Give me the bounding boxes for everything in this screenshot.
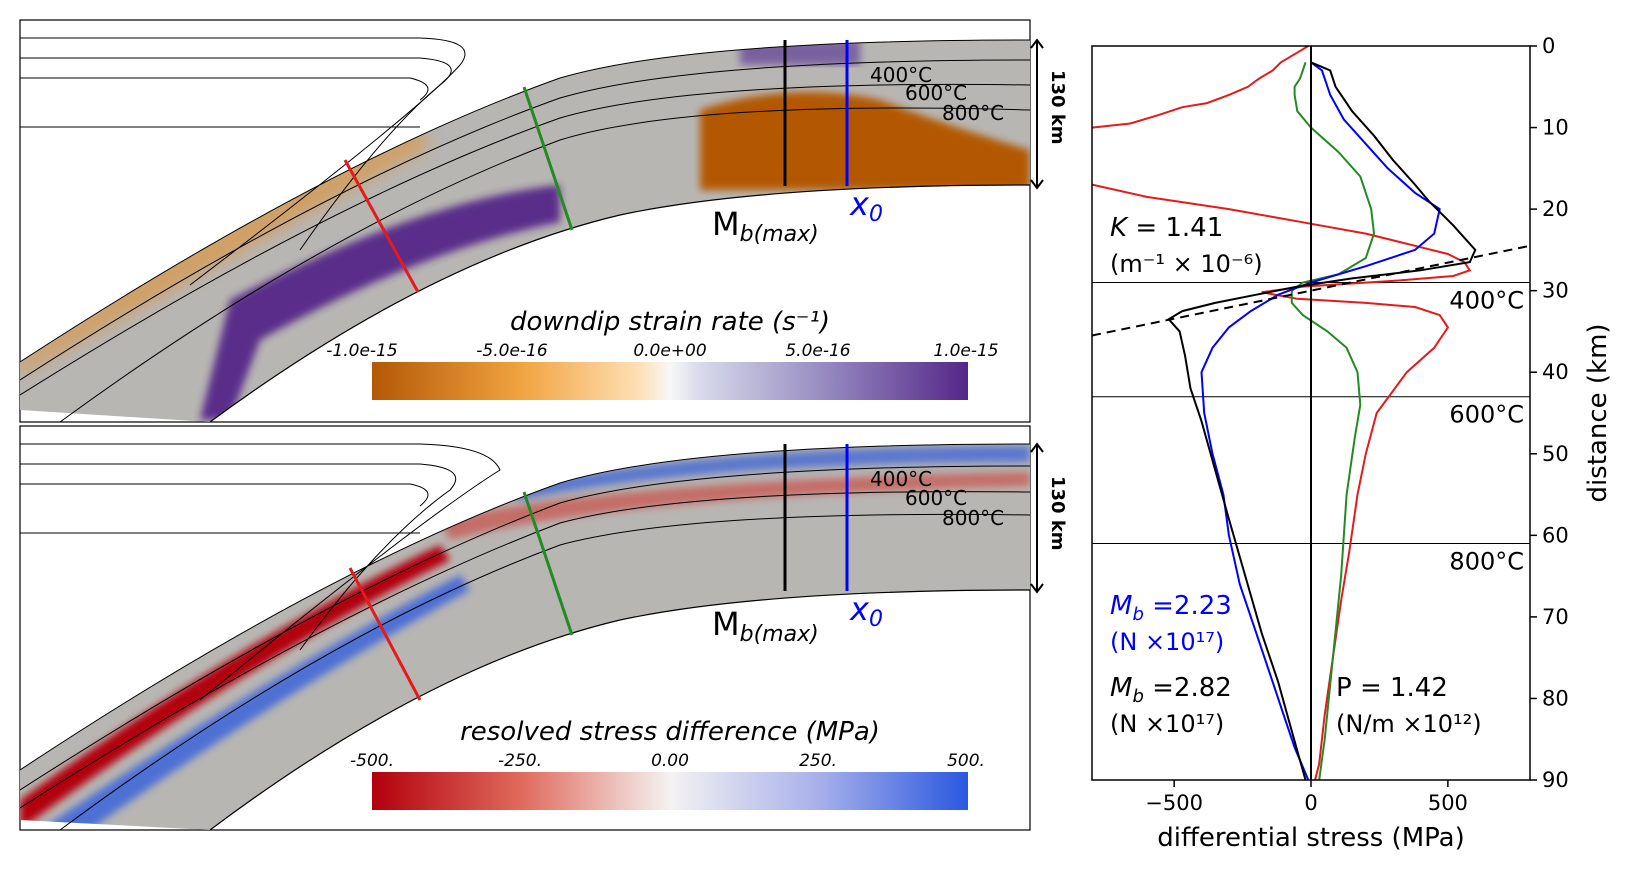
series-line-2 xyxy=(1290,61,1376,781)
x-tick-label-0: −500 xyxy=(1145,791,1203,815)
y-tick-label-0: 0 xyxy=(1542,34,1555,58)
x0-label: x0 xyxy=(849,185,883,227)
stress-tick-1: -250. xyxy=(498,751,542,771)
isotherm-label-1: 600°C xyxy=(1449,401,1524,429)
y-tick-label-5: 50 xyxy=(1542,442,1569,466)
mb-blue-unit: (N ×10¹⁷) xyxy=(1110,628,1224,656)
stress-difference-panel: 400°C 600°C 800°C Mb(max) x0 130 km reso… xyxy=(19,425,1068,831)
series-line-3 xyxy=(1200,61,1441,781)
y-axis-label: distance (km) xyxy=(1583,323,1613,502)
isotherm-label-0: 400°C xyxy=(1449,287,1524,315)
y-tick-label-2: 20 xyxy=(1542,197,1569,221)
strain-tick-3: 5.0e-16 xyxy=(785,341,850,361)
x-tick-label-1: 0 xyxy=(1304,791,1317,815)
stress-colorbar xyxy=(372,772,968,810)
mb-max-label: Mb(max) xyxy=(712,205,819,247)
mb-black-annotation: Mb =2.82 xyxy=(1110,673,1232,707)
isotherm-600-label-2: 600°C xyxy=(905,486,967,510)
scale-bar-label: 130 km xyxy=(1047,70,1068,145)
strain-colorbar xyxy=(372,362,968,400)
isotherm-800-label-2: 800°C xyxy=(942,506,1004,530)
series-layer xyxy=(1091,45,1531,781)
stress-tick-0: -500. xyxy=(350,751,394,771)
strain-tick-1: -5.0e-16 xyxy=(476,341,548,361)
stress-profile-plot: 400°C 600°C 800°C −500 0 500 0 10 20 30 40 50 60 70 8… xyxy=(1091,34,1613,853)
strain-tick-2: 0.0e+00 xyxy=(633,341,706,361)
strain-tick-4: 1.0e-15 xyxy=(933,341,998,361)
stress-tick-2: 0.00 xyxy=(651,751,689,771)
x-axis-label: differential stress (MPa) xyxy=(1157,823,1464,853)
y-tick-label-6: 60 xyxy=(1542,523,1569,547)
series-line-0 xyxy=(1091,45,1309,129)
k-annotation: K = 1.41 xyxy=(1110,213,1223,243)
k-unit: (m⁻¹ × 10⁻⁶) xyxy=(1110,250,1263,278)
tick-layer: −500 0 500 0 10 20 30 40 50 60 70 80 90 xyxy=(1145,34,1568,815)
isotherm-600-label: 600°C xyxy=(905,81,967,105)
y-tick-label-9: 90 xyxy=(1542,768,1569,792)
p-annotation: P = 1.42 xyxy=(1336,673,1448,703)
isotherm-lines: 400°C 600°C 800°C xyxy=(1092,282,1530,575)
x-tick-label-2: 500 xyxy=(1428,791,1468,815)
series-line-1 xyxy=(1091,183,1472,781)
stress-tick-4: 500. xyxy=(947,751,985,771)
strain-colorbar-title: downdip strain rate (s⁻¹) xyxy=(510,307,830,337)
isotherm-800-label: 800°C xyxy=(942,101,1004,125)
stress-colorbar-title: resolved stress difference (MPa) xyxy=(460,717,880,747)
scale-bar-label-2: 130 km xyxy=(1047,476,1068,551)
mb-black-unit: (N ×10¹⁷) xyxy=(1110,710,1224,738)
y-tick-label-7: 70 xyxy=(1542,605,1569,629)
isotherm-400-label-2: 400°C xyxy=(870,467,932,491)
mb-blue-annotation: Mb =2.23 xyxy=(1110,591,1232,625)
y-tick-label-8: 80 xyxy=(1542,686,1569,710)
series-line-4 xyxy=(1167,61,1477,781)
p-unit: (N/m ×10¹²) xyxy=(1336,710,1482,738)
stress-tick-3: 250. xyxy=(799,751,837,771)
y-tick-label-1: 10 xyxy=(1542,116,1569,140)
strain-tick-0: -1.0e-15 xyxy=(326,341,397,361)
strain-rate-panel: 400°C 600°C 800°C Mb(max) x0 130 km down… xyxy=(19,19,1068,423)
y-tick-label-4: 40 xyxy=(1542,360,1569,384)
x0-label-2: x0 xyxy=(849,590,883,632)
y-tick-label-3: 30 xyxy=(1542,279,1569,303)
isotherm-400-label: 400°C xyxy=(870,63,932,87)
isotherm-label-2: 800°C xyxy=(1449,547,1524,575)
mb-max-label-2: Mb(max) xyxy=(712,605,819,647)
